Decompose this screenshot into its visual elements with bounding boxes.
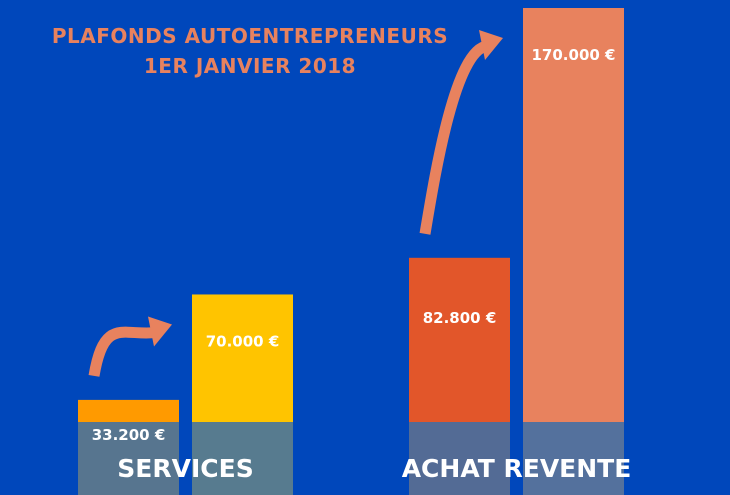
growth-arrow-head (148, 316, 172, 347)
group-label: ACHAT REVENTE (402, 454, 632, 483)
group-label: SERVICES (117, 454, 253, 483)
bar-reflection-2-1 (409, 422, 510, 495)
bar-reflection-1-1 (78, 422, 179, 495)
bar-value-label: 70.000 € (206, 332, 280, 350)
growth-arrow-shaft (88, 326, 157, 377)
bar-reflection-2-2 (523, 422, 624, 495)
bar-value-label: 82.800 € (423, 309, 497, 327)
bar-value-label: 33.200 € (92, 426, 166, 444)
growth-arrow-head (479, 30, 503, 60)
bar-2-2 (523, 8, 624, 495)
growth-arrow-shaft (419, 40, 489, 235)
chart-title-line-2: 1ER JANVIER 2018 (143, 54, 357, 78)
bar-reflection-1-2 (192, 422, 293, 495)
chart-title-line-1: PLAFONDS AUTOENTREPRENEURS (51, 24, 449, 48)
bar-value-label: 170.000 € (532, 46, 616, 64)
